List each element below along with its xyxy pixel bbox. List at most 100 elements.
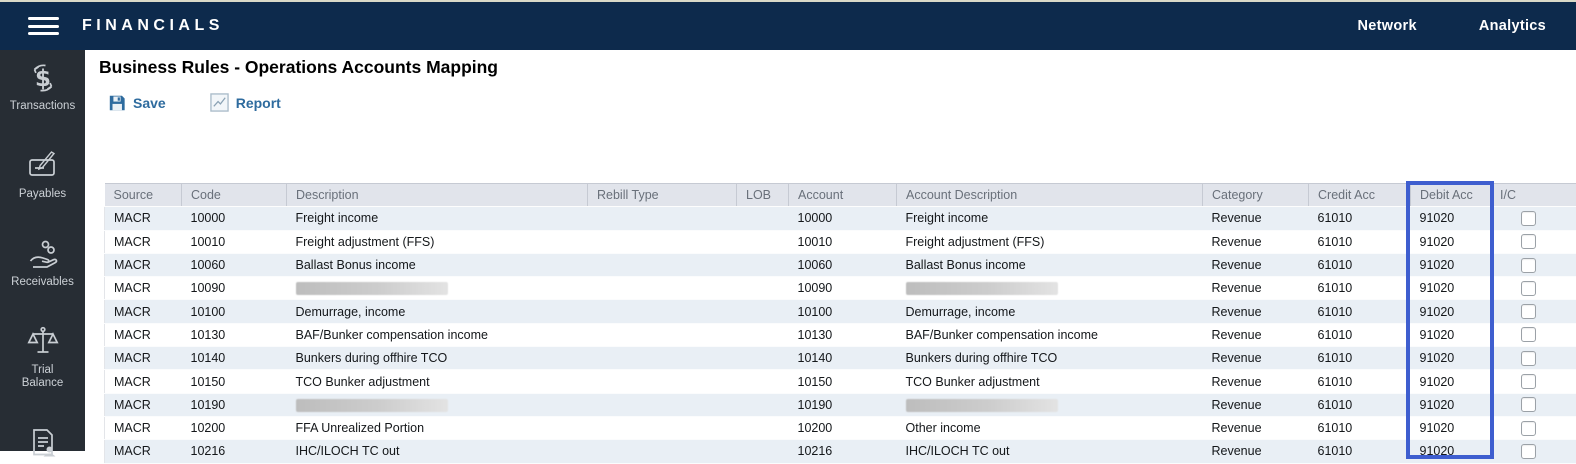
cell-category: Revenue (1203, 347, 1309, 370)
cell-ic (1491, 393, 1576, 416)
cell-description: BAF/Bunker compensation income (287, 323, 588, 346)
cell-source: MACR (105, 347, 182, 370)
ic-checkbox[interactable] (1521, 327, 1536, 342)
cell-description: Demurrage, income (287, 300, 588, 323)
nav-analytics[interactable]: Analytics (1479, 18, 1546, 34)
sidebar-item-documents[interactable] (26, 426, 60, 460)
cell-account-description: Freight income (897, 207, 1203, 230)
cell-category: Revenue (1203, 416, 1309, 439)
cell-debit-acc: 91020 (1411, 393, 1491, 416)
cell-ic (1491, 370, 1576, 393)
cell-description: IHC/ILOCH TC out (287, 440, 588, 463)
cell-ic (1491, 230, 1576, 253)
cell-account: 10216 (789, 440, 897, 463)
cell-lob (737, 347, 789, 370)
cell-code: 10000 (182, 207, 287, 230)
cell-rebill-type (588, 393, 737, 416)
cell-source: MACR (105, 207, 182, 230)
column-header-account-description[interactable]: Account Description (897, 184, 1203, 207)
column-header-lob[interactable]: LOB (737, 184, 789, 207)
column-header-description[interactable]: Description (287, 184, 588, 207)
cell-rebill-type (588, 277, 737, 300)
cell-credit-acc: 61010 (1309, 207, 1411, 230)
column-header-rebill-type[interactable]: Rebill Type (588, 184, 737, 207)
column-header-code[interactable]: Code (182, 184, 287, 207)
cell-ic (1491, 277, 1576, 300)
column-header-account[interactable]: Account (789, 184, 897, 207)
cell-account: 10130 (789, 323, 897, 346)
sidebar-item-receivables[interactable]: Receivables (11, 237, 74, 289)
cell-account-description: Other income (897, 416, 1203, 439)
cell-account: 10200 (789, 416, 897, 439)
cell-rebill-type (588, 253, 737, 276)
ic-checkbox[interactable] (1521, 234, 1536, 249)
receivables-icon (26, 237, 60, 271)
cell-credit-acc: 61010 (1309, 230, 1411, 253)
cell-code: 10060 (182, 253, 287, 276)
ic-checkbox[interactable] (1521, 304, 1536, 319)
cell-code: 10100 (182, 300, 287, 323)
cell-code: 10130 (182, 323, 287, 346)
cell-debit-acc: 91020 (1411, 230, 1491, 253)
column-header-debit-acc[interactable]: Debit Acc (1411, 184, 1491, 207)
cell-ic (1491, 416, 1576, 439)
cell-code: 10190 (182, 393, 287, 416)
cell-description: Ballast Bonus income (287, 253, 588, 276)
cell-ic (1491, 253, 1576, 276)
cell-category: Revenue (1203, 370, 1309, 393)
column-header-i-c[interactable]: I/C (1491, 184, 1576, 207)
column-header-credit-acc[interactable]: Credit Acc (1309, 184, 1411, 207)
cell-category: Revenue (1203, 393, 1309, 416)
cell-lob (737, 253, 789, 276)
cell-code: 10150 (182, 370, 287, 393)
ic-checkbox[interactable] (1521, 258, 1536, 273)
cell-rebill-type (588, 207, 737, 230)
report-button[interactable]: Report (210, 93, 281, 112)
ic-checkbox[interactable] (1521, 351, 1536, 366)
sidebar-item-trial-balance[interactable]: Trial Balance (22, 325, 64, 390)
cell-lob (737, 300, 789, 323)
cell-debit-acc: 91020 (1411, 300, 1491, 323)
hamburger-menu-icon[interactable] (28, 13, 59, 40)
cell-account: 10010 (789, 230, 897, 253)
cell-credit-acc: 61010 (1309, 370, 1411, 393)
payables-icon (26, 149, 60, 183)
cell-credit-acc: 61010 (1309, 440, 1411, 463)
save-button[interactable]: Save (108, 94, 166, 112)
cell-credit-acc: 61010 (1309, 416, 1411, 439)
ic-checkbox[interactable] (1521, 397, 1536, 412)
cell-description: TCO Bunker adjustment (287, 370, 588, 393)
nav-network[interactable]: Network (1358, 18, 1417, 34)
ic-checkbox[interactable] (1521, 281, 1536, 296)
cell-rebill-type (588, 440, 737, 463)
cell-description (287, 393, 588, 416)
cell-lob (737, 277, 789, 300)
cell-account-description: Ballast Bonus income (897, 253, 1203, 276)
column-header-source[interactable]: Source (105, 184, 182, 207)
cell-description (287, 277, 588, 300)
cell-account-description (897, 277, 1203, 300)
document-person-icon (26, 426, 60, 460)
sidebar-item-payables[interactable]: Payables (19, 149, 66, 201)
column-header-category[interactable]: Category (1203, 184, 1309, 207)
sidebar-item-label: Transactions (10, 100, 75, 113)
redacted-text (906, 399, 1058, 412)
ic-checkbox[interactable] (1521, 211, 1536, 226)
ic-checkbox[interactable] (1521, 421, 1536, 436)
sidebar-item-transactions[interactable]: $Transactions (10, 61, 75, 113)
ic-checkbox[interactable] (1521, 444, 1536, 459)
ic-checkbox[interactable] (1521, 374, 1536, 389)
cell-lob (737, 370, 789, 393)
